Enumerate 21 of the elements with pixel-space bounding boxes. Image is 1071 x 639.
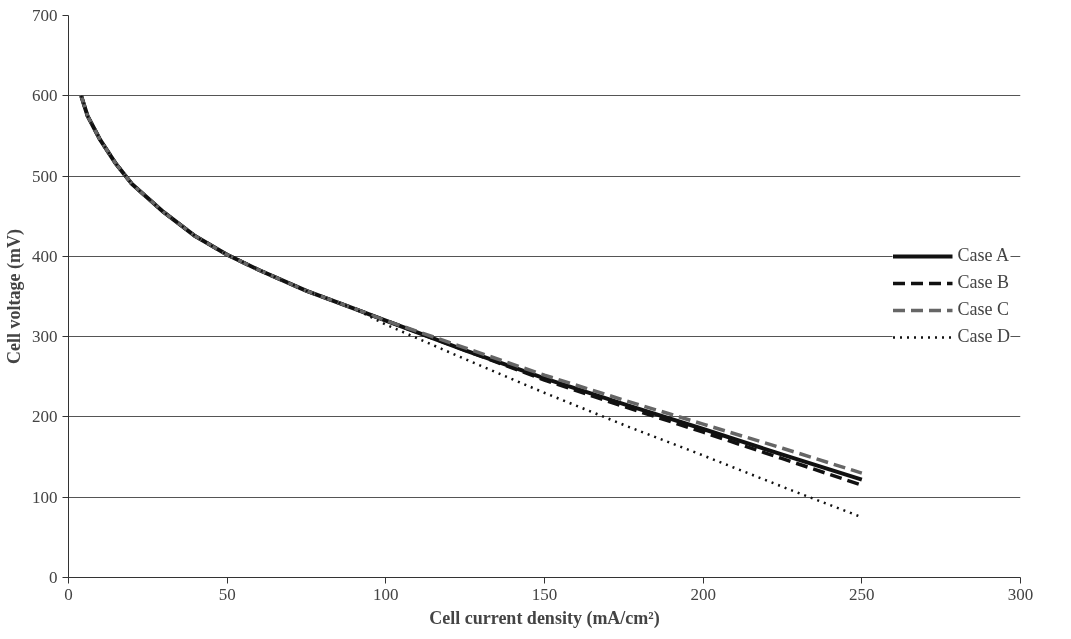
- y-tick-label: 400: [32, 246, 58, 266]
- y-tick-label: 500: [32, 166, 58, 186]
- y-tick-label: 600: [32, 86, 58, 106]
- y-tick-label: 300: [32, 327, 58, 347]
- x-tick-label: 50: [218, 584, 236, 604]
- legend-label: Case A: [957, 245, 1009, 266]
- y-tick-label: 0: [49, 568, 58, 587]
- x-tick-label: 200: [690, 584, 716, 604]
- x-tick-label: 250: [849, 584, 875, 604]
- x-tick-label: 0: [64, 584, 73, 604]
- x-tick-label: 150: [531, 584, 558, 604]
- y-axis-title: Cell voltage (mV): [4, 229, 25, 364]
- legend-label: Case B: [957, 272, 1009, 293]
- y-tick-label: 700: [32, 6, 58, 25]
- x-tick-label: 100: [373, 584, 399, 604]
- x-tick-label: 300: [1007, 584, 1034, 604]
- x-axis-title: Cell current density (mA/cm²): [429, 607, 660, 629]
- legend-label: Case D: [957, 326, 1010, 347]
- y-tick-label: 100: [32, 487, 58, 507]
- legend-label: Case C: [957, 299, 1009, 320]
- y-tick-label: 200: [32, 407, 58, 427]
